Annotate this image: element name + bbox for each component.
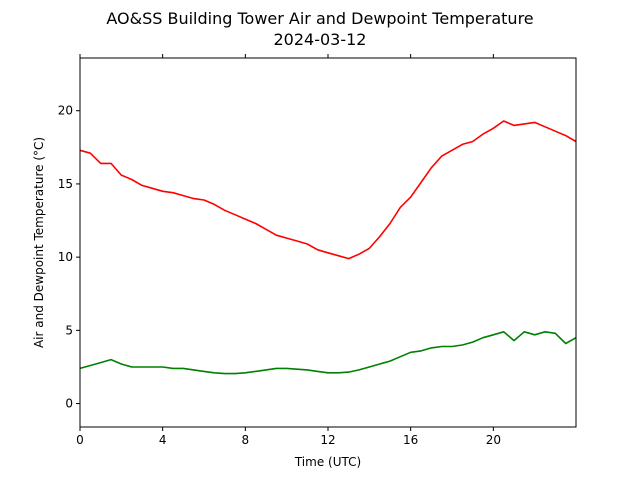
chart-subtitle: 2024-03-12 — [274, 30, 367, 49]
x-tick-label: 0 — [76, 433, 84, 447]
x-tick-label: 16 — [403, 433, 418, 447]
y-tick-label: 5 — [65, 323, 73, 337]
x-tick-label: 20 — [486, 433, 501, 447]
y-axis-label: Air and Dewpoint Temperature (°C) — [32, 137, 46, 348]
x-axis-label: Time (UTC) — [294, 455, 361, 469]
x-tick-label: 4 — [159, 433, 167, 447]
plot-frame — [79, 57, 577, 428]
chart-title: AO&SS Building Tower Air and Dewpoint Te… — [106, 9, 533, 28]
y-tick-label: 15 — [58, 177, 73, 191]
x-tick-label: 12 — [320, 433, 335, 447]
series-layer — [79, 120, 577, 375]
ticks-layer: 0 4 8 12 16 20 0 5 10 15 20 — [58, 54, 501, 447]
y-tick-label: 10 — [58, 250, 73, 264]
y-tick-label: 0 — [65, 397, 73, 411]
series-line-1 — [79, 120, 577, 260]
x-tick-label: 8 — [242, 433, 250, 447]
series-line-2 — [79, 330, 577, 375]
y-tick-label: 20 — [58, 104, 73, 118]
